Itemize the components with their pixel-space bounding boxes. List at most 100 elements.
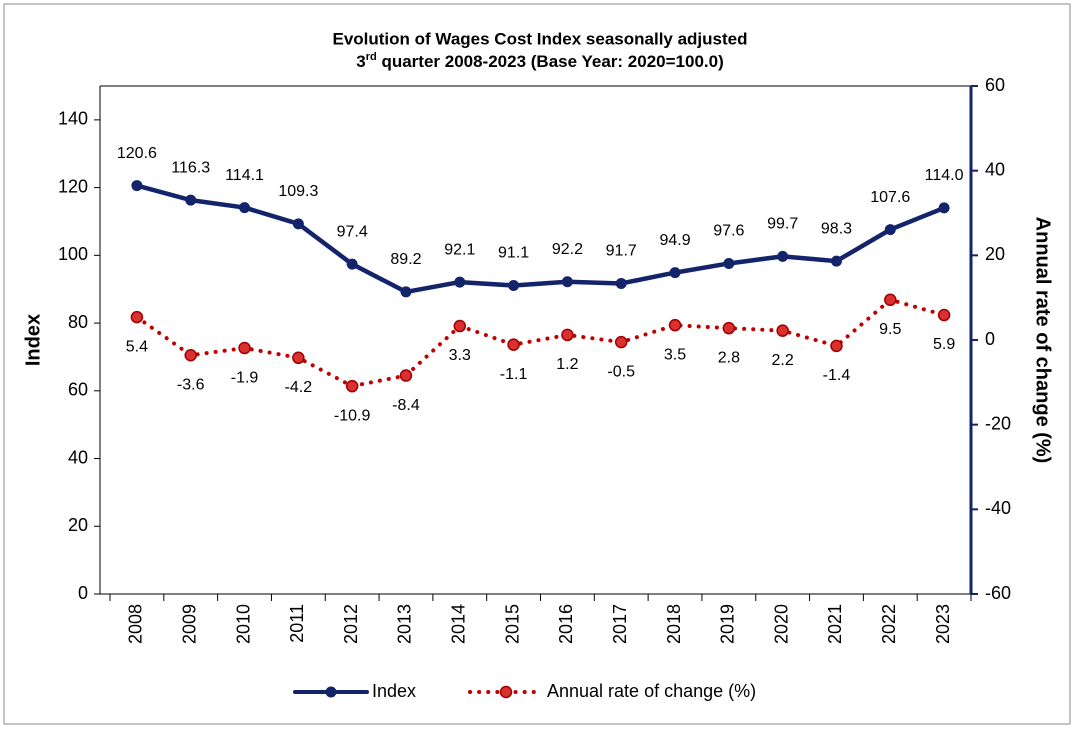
series-line	[134, 297, 947, 389]
x-tick-label: 2012	[341, 604, 361, 644]
y-tick-label: 60	[68, 380, 88, 400]
data-point	[454, 276, 466, 288]
data-point	[668, 318, 682, 332]
data-label: -4.2	[285, 379, 313, 396]
data-label: 5.4	[126, 338, 148, 355]
data-point	[938, 202, 950, 214]
y2-tick-label: 40	[985, 159, 1005, 179]
data-label: -8.4	[392, 397, 420, 414]
series-line	[134, 183, 947, 295]
data-point	[131, 180, 143, 192]
data-point	[561, 328, 574, 342]
data-point	[346, 258, 358, 270]
data-label: 5.9	[933, 336, 955, 353]
data-label: 98.3	[821, 220, 852, 237]
chart-frame	[3, 3, 1071, 725]
data-point	[239, 202, 251, 214]
chart-subtitle: 3rd quarter 2008-2023 (Base Year: 2020=1…	[356, 51, 723, 72]
data-label: 99.7	[767, 216, 798, 233]
y-tick-label: 20	[68, 515, 88, 535]
data-point	[507, 338, 520, 351]
data-label: 9.5	[879, 321, 901, 338]
data-point	[292, 351, 305, 365]
data-label: 3.5	[664, 346, 686, 363]
y2-tick-label: -40	[985, 498, 1011, 518]
data-label: -0.5	[607, 363, 635, 380]
data-point	[184, 348, 197, 362]
data-label: 3.3	[449, 347, 471, 364]
data-point	[292, 218, 304, 230]
data-point	[830, 339, 843, 353]
data-label: 114.1	[225, 167, 264, 184]
data-label: -1.9	[231, 369, 259, 386]
data-label: 91.1	[498, 245, 529, 262]
y-axis-title: Index	[22, 314, 44, 366]
legend-label: Annual rate of change (%)	[547, 681, 756, 701]
y2-tick-label: 60	[985, 75, 1005, 95]
x-tick-label: 2008	[126, 604, 146, 644]
data-point	[453, 319, 467, 333]
y-tick-label: 100	[58, 244, 88, 264]
data-point	[723, 257, 735, 269]
data-point	[884, 293, 897, 307]
data-point	[130, 310, 144, 324]
data-label: -3.6	[177, 376, 205, 393]
data-label: 2.8	[718, 349, 740, 366]
legend-marker	[325, 686, 337, 698]
data-point	[185, 194, 197, 206]
data-label: -10.9	[334, 407, 371, 424]
data-point	[508, 279, 520, 291]
data-label: 92.2	[552, 241, 583, 258]
data-point	[615, 277, 627, 289]
subtitle-part: 3	[356, 52, 365, 71]
data-label: 107.6	[870, 189, 910, 206]
x-tick-label: 2009	[179, 604, 199, 644]
y2-tick-label: 20	[985, 244, 1005, 264]
data-label: 2.2	[772, 352, 794, 369]
y-tick-label: 40	[68, 447, 88, 467]
y2-tick-label: -20	[985, 413, 1011, 433]
data-point	[345, 379, 359, 393]
data-point	[400, 286, 412, 298]
x-tick-label: 2014	[449, 604, 469, 644]
x-tick-label: 2016	[556, 604, 576, 644]
x-tick-label: 2023	[933, 604, 953, 644]
data-label: 91.7	[606, 243, 637, 260]
data-label: 89.2	[390, 251, 421, 268]
data-point	[777, 250, 789, 262]
data-label: -1.1	[500, 366, 528, 383]
data-label: 97.6	[713, 223, 744, 240]
data-label: 116.3	[171, 159, 210, 176]
data-label: 92.1	[444, 241, 475, 258]
subtitle-part: quarter 2008-2023 (Base Year: 2020=100.0…	[377, 52, 724, 71]
x-tick-label: 2017	[610, 604, 630, 644]
data-point	[937, 308, 951, 322]
data-point	[614, 335, 628, 349]
y-tick-label: 140	[58, 109, 88, 129]
x-tick-label: 2018	[664, 604, 684, 644]
data-label: 1.2	[556, 356, 578, 373]
data-point	[238, 341, 251, 355]
data-label: 114.0	[925, 167, 964, 184]
data-label: 97.4	[337, 223, 368, 240]
subtitle-sup: rd	[366, 51, 377, 63]
x-tick-label: 2019	[718, 604, 738, 644]
chart-title: Evolution of Wages Cost Index seasonally…	[332, 29, 747, 48]
y2-tick-label: 0	[985, 329, 995, 349]
legend-marker	[499, 685, 513, 699]
data-point	[399, 369, 413, 382]
data-label: 120.6	[117, 145, 157, 162]
x-tick-label: 2021	[825, 604, 845, 644]
x-tick-label: 2013	[395, 604, 415, 644]
x-tick-label: 2015	[502, 604, 522, 644]
data-label: 94.9	[659, 232, 690, 249]
x-tick-label: 2010	[233, 604, 253, 644]
data-point	[669, 267, 681, 279]
data-point	[722, 321, 736, 335]
y2-axis-title: Annual rate of change (%)	[1032, 217, 1054, 464]
legend-label: Index	[372, 681, 416, 701]
y-tick-label: 80	[68, 312, 88, 332]
x-tick-label: 2011	[287, 604, 307, 643]
x-tick-label: 2020	[771, 604, 791, 644]
